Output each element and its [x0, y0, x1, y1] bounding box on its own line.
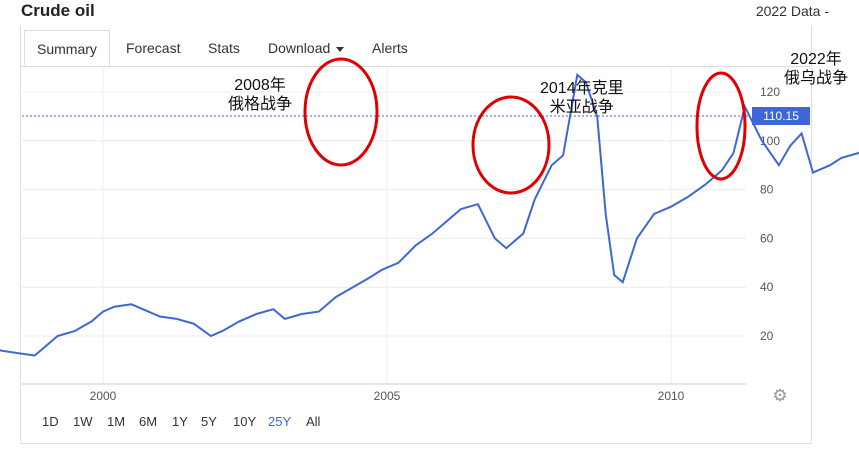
highlight-circle-2014 [471, 95, 551, 195]
x-tick-label: 2005 [374, 389, 401, 403]
range-6m[interactable]: 6M [139, 414, 158, 429]
y-tick-label: 20 [760, 329, 774, 343]
range-10y[interactable]: 10Y [233, 414, 257, 429]
annotation-2008: 2008年 俄格战争 [228, 76, 292, 114]
chevron-down-icon [336, 46, 345, 52]
header-bar: Crude oil 2022 Data - [0, 0, 859, 26]
range-selector: 1D 1W 1M 6M 1Y 5Y 10Y 25Y All [20, 405, 810, 435]
last-value-badge: 110.15 [752, 107, 810, 126]
y-tick-label: 80 [760, 183, 774, 197]
y-tick-label: 40 [760, 280, 774, 294]
price-line [0, 72, 859, 357]
annotation-2014-line2: 米亚战争 [549, 99, 614, 116]
chart-panel [20, 26, 812, 444]
range-1w[interactable]: 1W [73, 414, 93, 429]
annotation-2014-line1: 2014年克里 [540, 80, 624, 97]
x-tick-label: 2010 [658, 389, 685, 403]
range-all[interactable]: All [306, 414, 321, 429]
annotation-2008-line1: 2008年 [234, 77, 286, 94]
x-tick-label: 2000 [90, 389, 117, 403]
annotation-2008-line2: 俄格战争 [228, 96, 293, 113]
tab-bar: Summary Forecast Stats Download Alerts [20, 30, 810, 67]
tab-summary[interactable]: Summary [24, 30, 110, 66]
gear-icon[interactable]: ⚙ [772, 386, 788, 405]
annotation-2022: 2022年 俄乌战争 [784, 50, 848, 88]
range-1m[interactable]: 1M [107, 414, 126, 429]
source-label[interactable]: 2022 Data - [755, 3, 829, 19]
range-1y[interactable]: 1Y [172, 414, 188, 429]
tab-download[interactable]: Download [268, 40, 345, 56]
highlight-circle-2022 [695, 71, 747, 181]
annotation-2022-line1: 2022年 [790, 51, 842, 68]
highlight-circle-2008 [303, 57, 379, 167]
page-title: Crude oil [21, 1, 95, 20]
range-1d[interactable]: 1D [42, 414, 59, 429]
tab-alerts[interactable]: Alerts [372, 40, 408, 56]
annotation-2014: 2014年克里 米亚战争 [540, 79, 624, 117]
last-value-badge-box [752, 107, 810, 126]
tab-download-label: Download [268, 40, 331, 56]
y-tick-label: 60 [760, 231, 774, 245]
range-25y[interactable]: 25Y [268, 414, 292, 429]
y-tick-label: 120 [760, 85, 780, 99]
annotation-2022-line2: 俄乌战争 [784, 70, 849, 87]
grid-lines [22, 66, 746, 384]
tab-stats[interactable]: Stats [208, 40, 240, 56]
last-value-label: 110.15 [763, 109, 799, 123]
tab-forecast[interactable]: Forecast [126, 40, 181, 56]
axes: 2000200520102015202020406080100120 [22, 85, 780, 403]
range-5y[interactable]: 5Y [201, 414, 217, 429]
